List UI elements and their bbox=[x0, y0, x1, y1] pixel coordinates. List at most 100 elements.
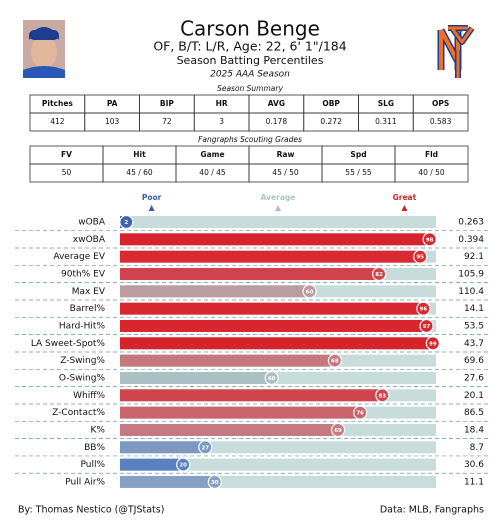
stat-value: 0.263 bbox=[458, 218, 484, 228]
bar bbox=[120, 233, 430, 246]
percentile-label: 20 bbox=[179, 463, 187, 469]
metric-label: LA Sweet-Spot% bbox=[31, 339, 106, 349]
percentile-dot bbox=[119, 214, 134, 230]
stat-value: 86.5 bbox=[464, 408, 484, 418]
table-header: OPS bbox=[432, 99, 449, 108]
percentile-label: 30 bbox=[211, 480, 219, 486]
table-value: 55 / 55 bbox=[345, 168, 372, 177]
stat-value: 105.9 bbox=[458, 269, 484, 279]
metric-label: Barrel% bbox=[70, 304, 106, 314]
metric-label: Hard-Hit% bbox=[59, 321, 106, 331]
bar bbox=[120, 475, 215, 488]
table-header: Spd bbox=[350, 150, 366, 159]
percentile-label: 60 bbox=[306, 289, 314, 295]
percentile-label: 97 bbox=[423, 324, 431, 330]
table-value: 0.311 bbox=[375, 117, 397, 126]
table-title: Fangraphs Scouting Grades bbox=[198, 135, 302, 144]
table-value: 40 / 45 bbox=[199, 168, 226, 177]
percentile-dot bbox=[264, 370, 279, 386]
legend-label: Average bbox=[261, 193, 296, 202]
legend-marker bbox=[275, 205, 281, 211]
bar bbox=[120, 354, 335, 367]
table-value: 45 / 50 bbox=[272, 168, 299, 177]
metric-label: Pull% bbox=[80, 460, 105, 470]
bar bbox=[120, 337, 433, 350]
percentile-label: 98 bbox=[426, 237, 434, 243]
legend-label: Great bbox=[393, 193, 417, 202]
percentile-label: 2 bbox=[124, 220, 128, 226]
stat-value: 43.7 bbox=[464, 339, 484, 349]
bar-track bbox=[120, 458, 436, 471]
percentile-label: 68 bbox=[331, 359, 339, 365]
bar bbox=[120, 250, 421, 263]
percentile-dot bbox=[419, 318, 434, 334]
table-cell bbox=[394, 163, 469, 183]
season-label: 2025 AAA Season bbox=[210, 70, 290, 80]
bar bbox=[120, 441, 206, 454]
bar bbox=[120, 389, 383, 402]
bar bbox=[120, 285, 310, 298]
bar bbox=[120, 267, 380, 280]
team-logo bbox=[437, 25, 475, 78]
percentile-label: 69 bbox=[334, 428, 342, 434]
table-header: AVG bbox=[268, 99, 285, 108]
percentile-label: 76 bbox=[356, 411, 364, 417]
stat-value: 110.4 bbox=[458, 287, 484, 297]
card-subtitle: Season Batting Percentiles bbox=[177, 54, 324, 67]
stat-value: 0.394 bbox=[458, 235, 484, 245]
metric-label: Z-Contact% bbox=[52, 408, 105, 418]
table-header: Game bbox=[200, 150, 224, 159]
bar bbox=[120, 458, 184, 471]
stat-value: 30.6 bbox=[464, 460, 484, 470]
table-value: 40 / 50 bbox=[418, 168, 445, 177]
percentile-label: 82 bbox=[375, 272, 383, 278]
metric-label: BB% bbox=[84, 443, 105, 453]
percentile-dot bbox=[198, 440, 213, 455]
table-header: HR bbox=[216, 99, 228, 108]
percentile-dot bbox=[207, 474, 222, 490]
percentile-dot bbox=[353, 405, 368, 420]
metric-label: Max EV bbox=[72, 287, 106, 297]
percentile-dot bbox=[327, 353, 342, 368]
percentile-dot bbox=[302, 284, 317, 299]
table-header: FV bbox=[61, 150, 72, 159]
legend-marker bbox=[401, 205, 408, 211]
credit: By: Thomas Nestico (@TJStats) bbox=[18, 505, 164, 516]
table-header: Pitches bbox=[42, 99, 74, 108]
metric-label: O-Swing% bbox=[59, 373, 106, 383]
percentile-label: 83 bbox=[378, 393, 386, 399]
table-value: 45 / 60 bbox=[126, 168, 153, 177]
table-value: 50 bbox=[62, 168, 72, 177]
percentile-label: 48 bbox=[268, 376, 276, 382]
source: Data: MLB, Fangraphs bbox=[380, 505, 484, 516]
table-value: 412 bbox=[50, 117, 65, 126]
table-header: Raw bbox=[277, 150, 295, 159]
stat-value: 53.5 bbox=[464, 321, 484, 331]
bar-track bbox=[120, 216, 436, 228]
stat-value: 18.4 bbox=[464, 425, 484, 435]
percentile-dot bbox=[176, 457, 191, 472]
legend-label: Poor bbox=[142, 193, 162, 202]
table-value: 72 bbox=[162, 117, 172, 126]
percentile-label: 95 bbox=[416, 255, 424, 261]
table-value: 3 bbox=[219, 117, 224, 126]
table-value: 0.583 bbox=[430, 117, 452, 126]
stat-value: 14.1 bbox=[464, 304, 484, 314]
bar bbox=[120, 319, 427, 332]
table-value: 103 bbox=[105, 117, 120, 126]
player-info: OF, B/T: L/R, Age: 22, 6' 1"/184 bbox=[153, 39, 346, 54]
bar bbox=[120, 371, 272, 384]
metric-label: Average EV bbox=[53, 252, 106, 262]
bar bbox=[120, 406, 361, 419]
table-cell bbox=[412, 112, 469, 132]
stat-value: 92.1 bbox=[464, 252, 484, 262]
percentile-dot bbox=[372, 266, 387, 282]
stat-value: 11.1 bbox=[464, 477, 484, 487]
table-header: PA bbox=[107, 99, 118, 108]
metric-label: 90th% EV bbox=[61, 269, 106, 279]
metric-label: xwOBA bbox=[73, 235, 106, 245]
stat-value: 69.6 bbox=[464, 356, 484, 366]
percentile-dot bbox=[413, 249, 428, 264]
percentile-dot bbox=[425, 336, 440, 351]
